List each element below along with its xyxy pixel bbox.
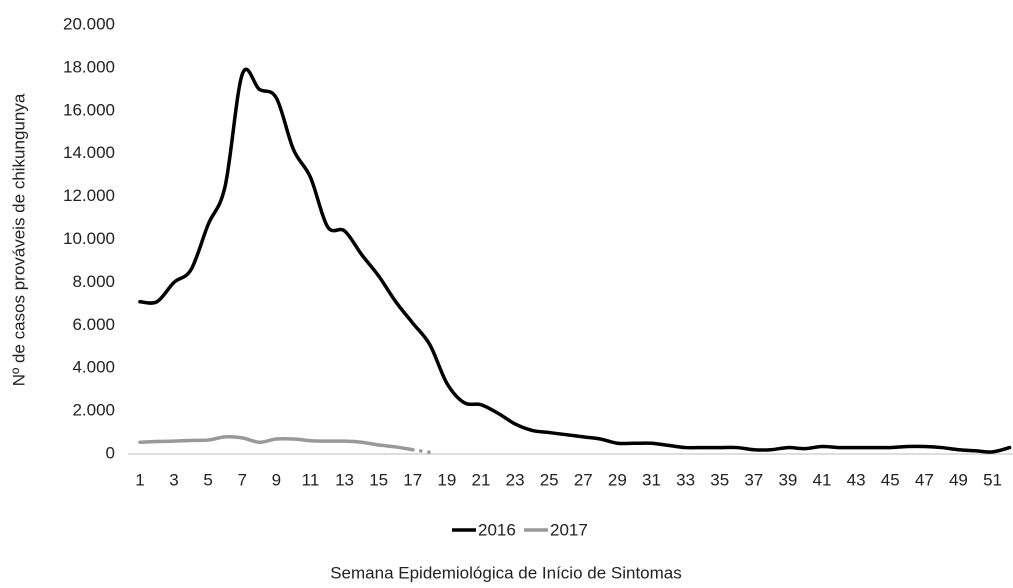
- legend-label: 2017: [550, 520, 588, 539]
- x-tick-label: 45: [881, 470, 900, 489]
- y-tick-label: 8.000: [72, 272, 115, 291]
- x-tick-label: 51: [983, 470, 1002, 489]
- x-tick-label: 27: [574, 470, 593, 489]
- y-tick-label: 0: [106, 443, 115, 462]
- x-tick-label: 37: [744, 470, 763, 489]
- y-tick-label: 4.000: [72, 358, 115, 377]
- x-tick-label: 11: [302, 470, 320, 489]
- y-axis-label: Nº de casos prováveis de chikungunya: [9, 93, 28, 386]
- line-dotted: [411, 447, 432, 455]
- y-tick-label: 2.000: [72, 401, 115, 420]
- x-tick-label: 13: [335, 470, 354, 489]
- x-tick-label: 31: [642, 470, 661, 489]
- y-tick-label: 10.000: [63, 229, 115, 248]
- y-tick-label: 20.000: [63, 14, 115, 33]
- y-tick-label: 12.000: [63, 186, 115, 205]
- x-tick-label: 41: [813, 470, 832, 489]
- x-tick-label: 1: [135, 470, 144, 489]
- x-tick-label: 47: [915, 470, 934, 489]
- line: [138, 67, 1012, 454]
- y-tick-label: 6.000: [72, 315, 115, 334]
- x-tick-label: 43: [847, 470, 866, 489]
- x-tick-label: 23: [506, 470, 525, 489]
- line: [138, 434, 415, 452]
- x-tick-label: 9: [272, 470, 281, 489]
- x-tick-label: 35: [710, 470, 729, 489]
- x-tick-label: 49: [949, 470, 968, 489]
- x-tick-label: 3: [169, 470, 178, 489]
- x-tick-label: 19: [437, 470, 456, 489]
- x-tick-label: 7: [238, 470, 247, 489]
- x-tick-label: 15: [369, 470, 388, 489]
- x-tick-label: 39: [778, 470, 797, 489]
- x-tick-label: 21: [472, 470, 491, 489]
- y-tick-label: 14.000: [63, 143, 115, 162]
- x-tick-label: 33: [676, 470, 695, 489]
- y-tick-label: 18.000: [63, 57, 115, 76]
- y-tick-label: 16.000: [63, 100, 115, 119]
- legend-label: 2016: [478, 520, 516, 539]
- x-tick-label: 5: [203, 470, 212, 489]
- x-tick-label: 25: [540, 470, 559, 489]
- x-tick-label: 29: [608, 470, 627, 489]
- x-axis-label: Semana Epidemiológica de Início de Sinto…: [330, 563, 682, 582]
- x-tick-label: 17: [403, 470, 422, 489]
